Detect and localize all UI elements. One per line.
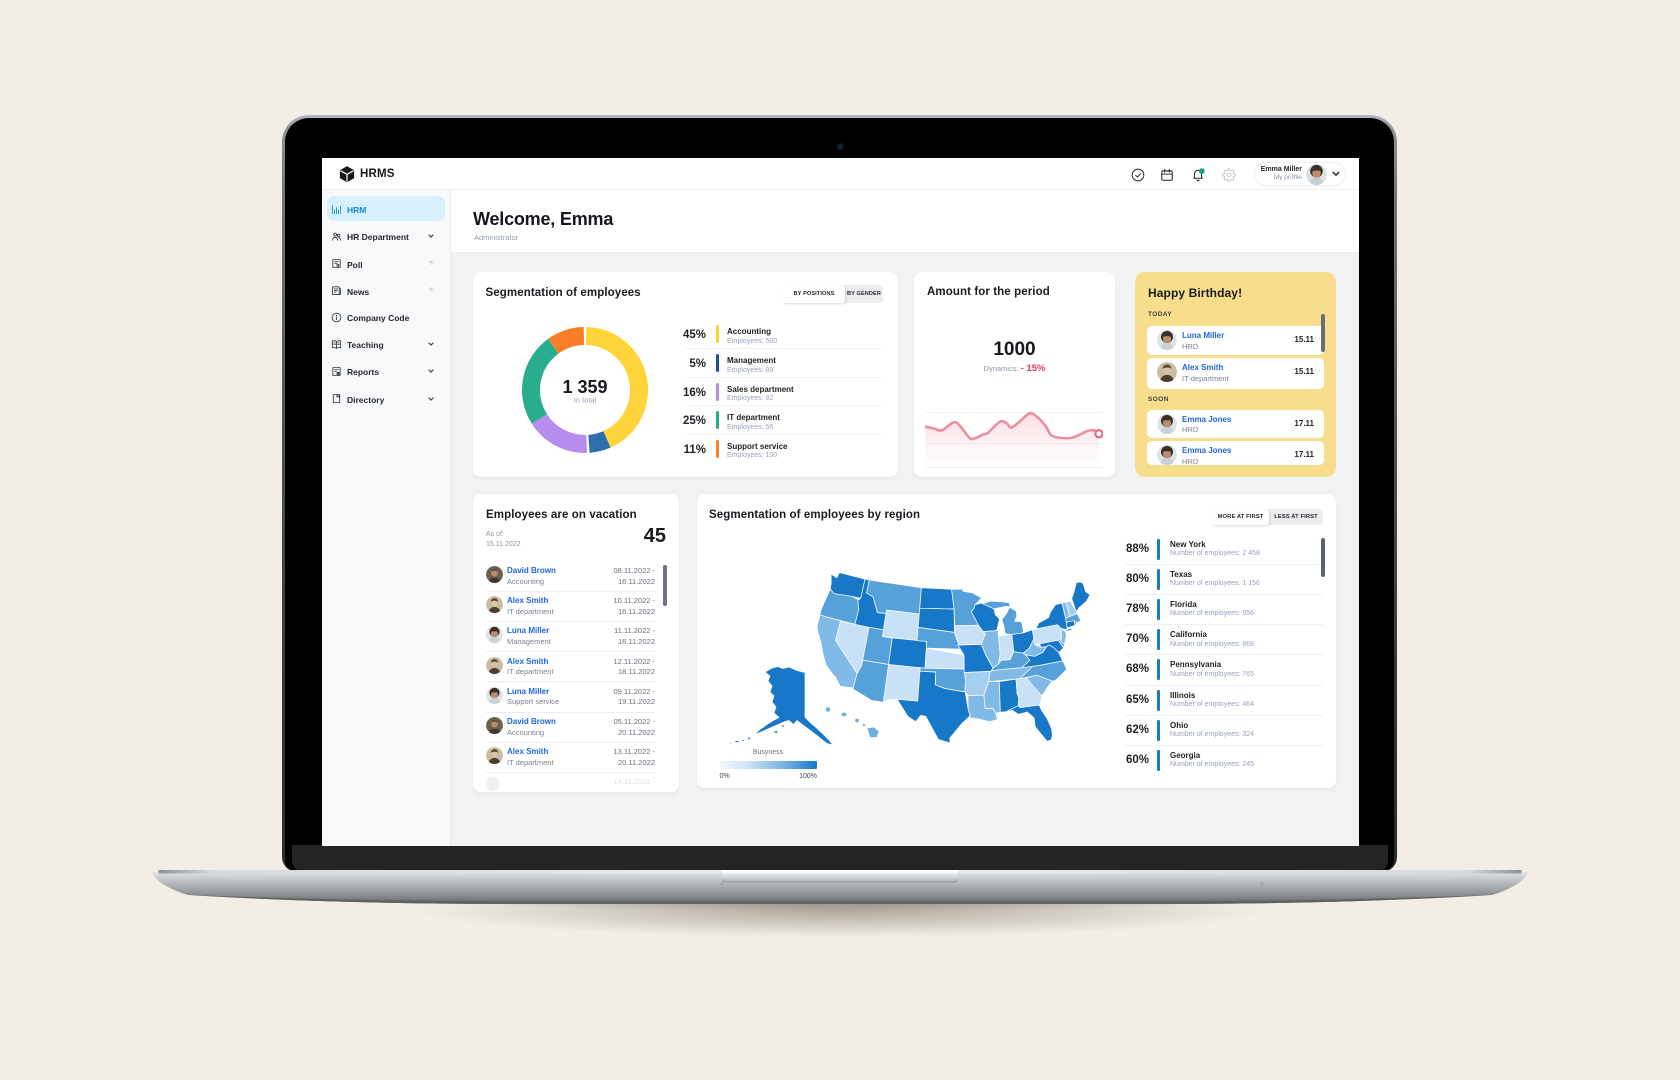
svg-text:In total: In total xyxy=(574,396,597,405)
svg-text:1 359: 1 359 xyxy=(562,377,607,397)
